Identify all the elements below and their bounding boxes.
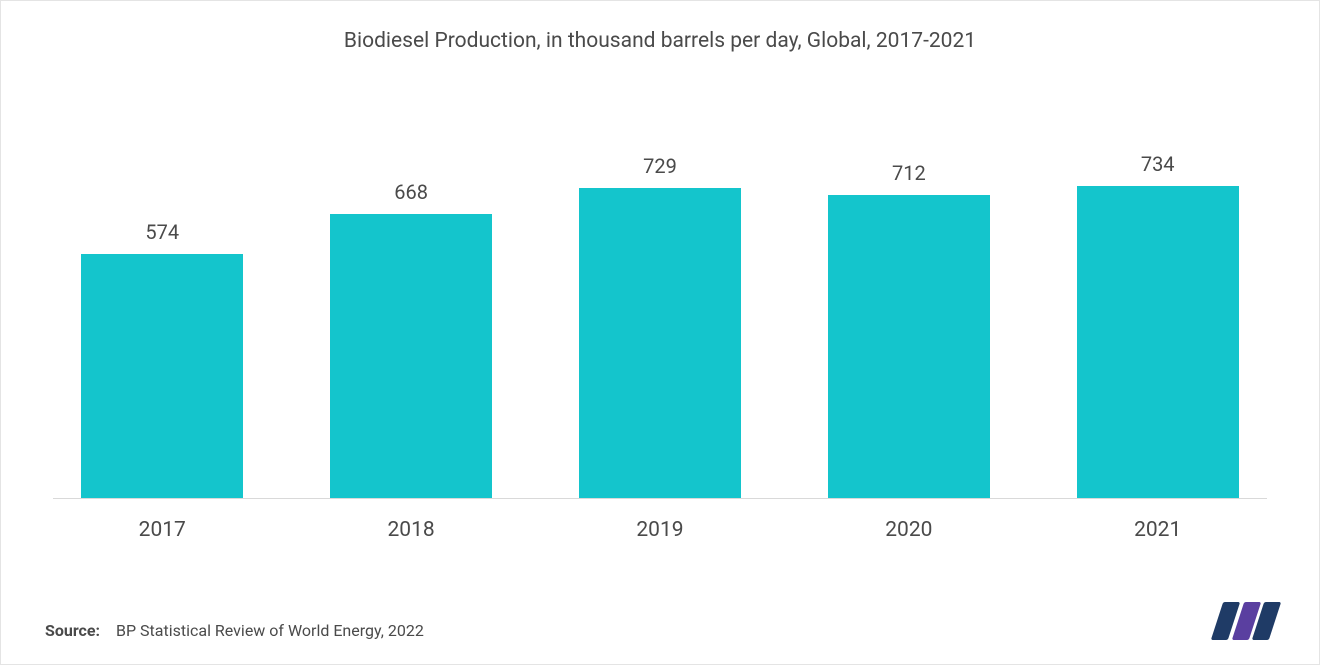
- source-text: BP Statistical Review of World Energy, 2…: [116, 621, 424, 640]
- bar-group: 574: [53, 220, 272, 498]
- x-tick-label: 2019: [551, 510, 770, 542]
- bar-rect: [330, 214, 492, 498]
- x-tick-label: 2020: [800, 510, 1019, 542]
- plot-area: 574 668 729 712 734: [45, 63, 1275, 498]
- bar-group: 729: [551, 154, 770, 498]
- bar-value-label: 734: [1141, 152, 1175, 176]
- x-tick-label: 2018: [302, 510, 521, 542]
- bar-group: 734: [1048, 152, 1267, 498]
- bar-rect: [579, 188, 741, 498]
- chart-title: Biodiesel Production, in thousand barrel…: [45, 29, 1275, 53]
- chart-footer: Source: BP Statistical Review of World E…: [45, 602, 1275, 640]
- bar-value-label: 712: [892, 161, 926, 185]
- bar-rect: [1077, 186, 1239, 498]
- chart-frame: Biodiesel Production, in thousand barrel…: [0, 0, 1320, 665]
- bar-value-label: 668: [394, 180, 428, 204]
- bar-value-label: 729: [643, 154, 677, 178]
- x-tick-label: 2021: [1048, 510, 1267, 542]
- bar-value-label: 574: [145, 220, 179, 244]
- bar-group: 668: [302, 180, 521, 498]
- source-label: Source:: [45, 621, 100, 640]
- x-tick-label: 2017: [53, 510, 272, 542]
- x-axis: 2017 2018 2019 2020 2021: [45, 499, 1275, 542]
- mordor-logo-icon: [1217, 602, 1275, 640]
- bar-group: 712: [800, 161, 1019, 498]
- source-line: Source: BP Statistical Review of World E…: [45, 621, 424, 640]
- bar-rect: [81, 254, 243, 498]
- bar-rect: [828, 195, 990, 498]
